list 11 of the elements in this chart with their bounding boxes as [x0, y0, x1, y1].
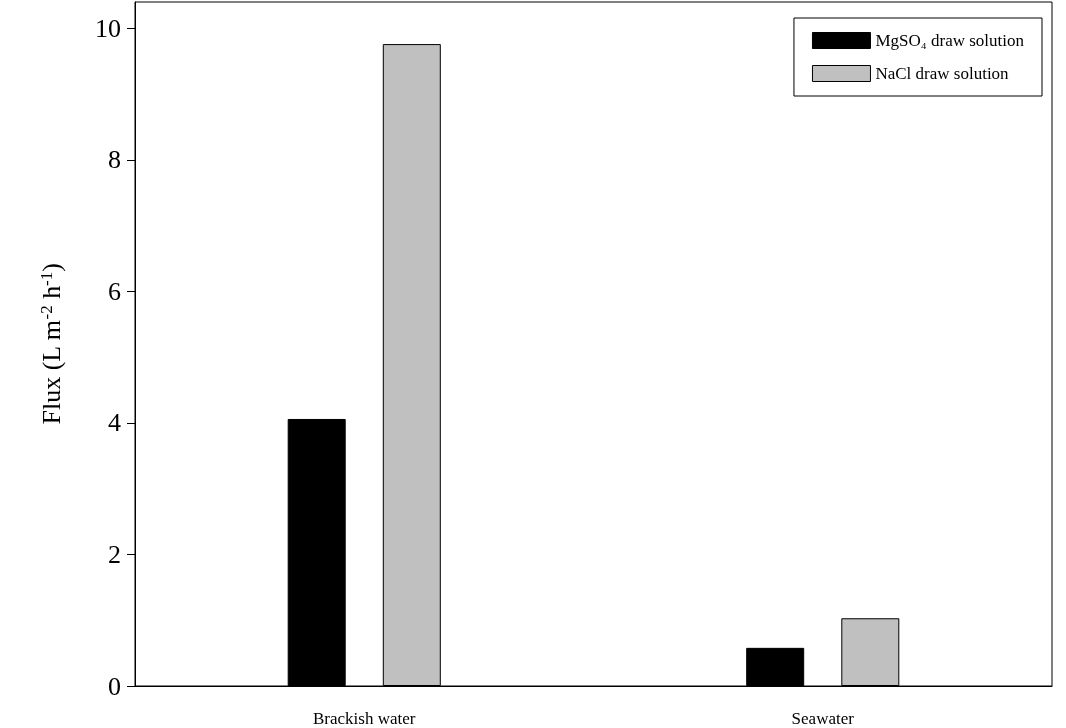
legend-label: MgSO₄ draw solution — [875, 31, 1025, 50]
y-tick-label: 10 — [95, 13, 121, 43]
y-tick-label: 0 — [108, 671, 121, 701]
y-axis-title: Flux (L m-2 h-1) — [37, 263, 66, 425]
legend-label: NaCl draw solution — [875, 64, 1010, 83]
y-tick-label: 6 — [108, 276, 121, 306]
y-tick-label: 4 — [108, 408, 121, 438]
y-tick-label: 8 — [108, 145, 121, 175]
x-tick-label: Brackish water — [313, 709, 416, 728]
y-tick-label: 2 — [108, 539, 121, 569]
x-tick-label: Seawater — [791, 709, 855, 728]
